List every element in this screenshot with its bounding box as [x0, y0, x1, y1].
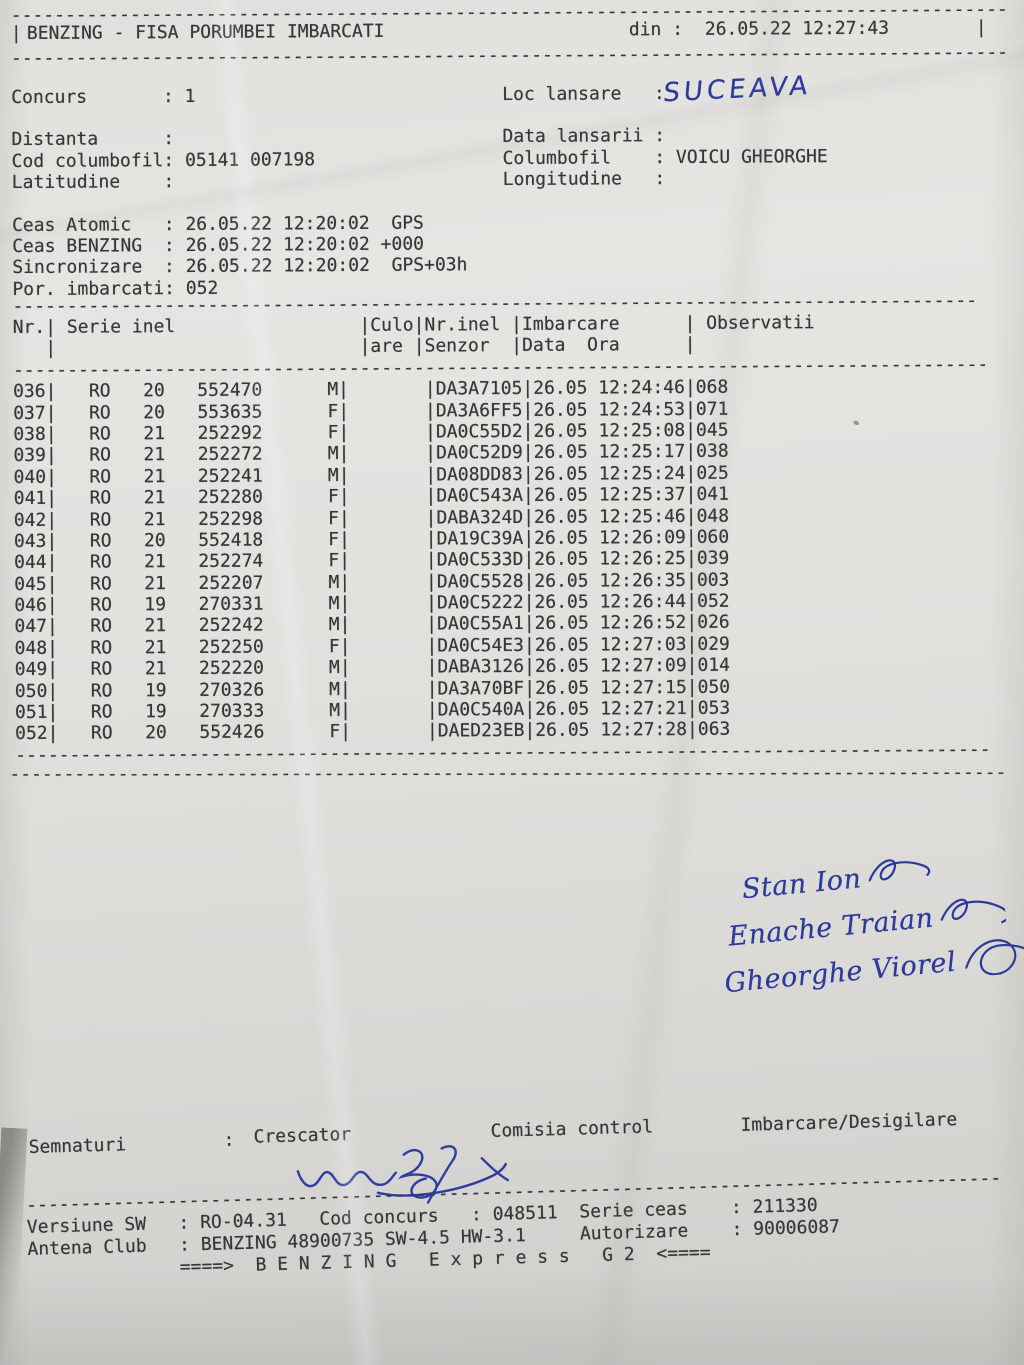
- meta-left: Ceas BENZING : 26.05.22 12:20:02 +000: [12, 233, 425, 258]
- meta-left: Distanta :: [11, 128, 185, 151]
- printed-date-value: 26.05.22 12:27:43: [704, 17, 890, 40]
- handwritten-name: Stan Ion: [740, 863, 863, 906]
- meta-right: Loc lansare :: [502, 82, 676, 106]
- footer-block: ----------------------------------------…: [26, 1168, 1003, 1283]
- meta-row: Distanta : Data lansarii :: [11, 125, 665, 151]
- meta-block: Concurs : 1 Loc lansare : Distanta : Data…: [11, 83, 828, 300]
- committee-signature-line: Enache Traian: [718, 884, 1024, 960]
- committee-signature-line: Stan Ion: [714, 838, 1024, 914]
- handwritten-loc-lansare: SUCEAVA: [661, 70, 813, 109]
- divider-table-end-2: ----------------------------------------…: [9, 762, 1007, 785]
- meta-row: Sincronizare : 26.05.22 12:20:02 GPS+03h: [12, 255, 467, 279]
- meta-row: Ceas BENZING : 26.05.22 12:20:02 +000: [12, 233, 467, 257]
- header-left-pipe: |: [10, 22, 22, 45]
- meta-left: Sincronizare : 26.05.22 12:20:02 GPS+03h: [12, 254, 468, 279]
- semnaturi-colon: :: [223, 1129, 235, 1151]
- signature-flourish: [868, 859, 930, 882]
- meta-left: Cod columbofil: 05141 007198: [11, 148, 316, 172]
- comisia-control-label: Comisia control: [490, 1116, 654, 1142]
- header-right-pipe: |: [975, 17, 987, 39]
- semnaturi-label: Semnaturi: [28, 1134, 127, 1158]
- printed-date-label: din :: [628, 18, 684, 41]
- committee-signature-line: Gheorghe Viorel: [723, 930, 1024, 1006]
- divider-header-bottom: ----------------------------------------…: [10, 41, 1009, 70]
- signature-flourish: [940, 898, 1010, 924]
- signature-flourish: [965, 939, 1024, 976]
- meta-right: Longitudine :: [502, 168, 677, 191]
- meta-left: Concurs : 1: [11, 85, 196, 109]
- meta-row: Latitudine : Longitudine :: [11, 168, 666, 194]
- pigeon-table: Nr.| Serie inel |Culo|Nr.inel |Imbarcare…: [13, 311, 991, 766]
- table-rows: 036| RO 20 552470 M| |DA3A7105|26.05 12:…: [13, 375, 991, 745]
- imbarcare-desigilare-label: Imbarcare/Desigilare: [740, 1109, 958, 1136]
- meta-left: Ceas Atomic : 26.05.22 12:20:02 GPS: [11, 212, 424, 236]
- meta-right: Columbofil : VOICU GHEORGHE: [502, 145, 828, 169]
- meta-left: Latitudine :: [11, 171, 186, 194]
- meta-row: Concurs : 1 Loc lansare :: [11, 83, 665, 109]
- committee-signatures: Stan Ion Enache Traian Gheorghe Viorel: [714, 838, 1024, 1006]
- page-title: BENZING - FISA PORUMBEI IMBARCATI: [26, 20, 385, 44]
- meta-row: Ceas Atomic : 26.05.22 12:20:02 GPS: [12, 212, 467, 236]
- meta-row: Cod columbofil: 05141 007198 Columbofil :…: [11, 146, 828, 172]
- meta-right: Data lansarii :: [502, 125, 676, 148]
- crescator-signature: [296, 1145, 510, 1204]
